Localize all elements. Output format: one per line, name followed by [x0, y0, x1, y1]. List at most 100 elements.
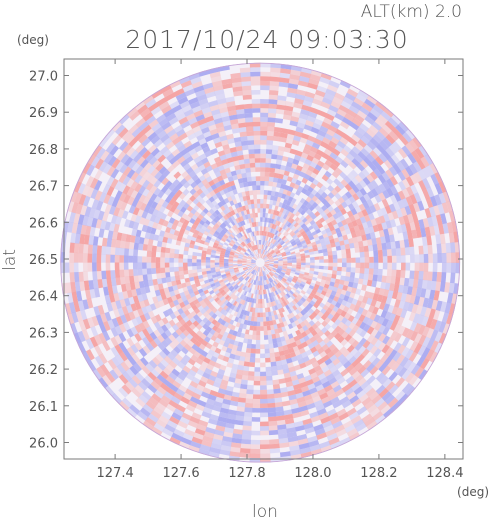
positive-cell	[147, 238, 154, 246]
negative-cell	[366, 141, 377, 151]
positive-cell	[315, 291, 321, 297]
positive-cell	[290, 375, 299, 382]
positive-cell	[346, 210, 354, 218]
negative-cell	[265, 251, 269, 256]
negative-cell	[187, 177, 195, 185]
negative-cell	[200, 391, 210, 399]
negative-cell	[145, 98, 157, 109]
negative-cell	[390, 114, 402, 125]
negative-cell	[237, 264, 243, 267]
positive-cell	[340, 208, 347, 216]
negative-cell	[224, 351, 231, 358]
positive-cell	[160, 252, 166, 258]
negative-cell	[223, 299, 229, 306]
negative-cell	[296, 122, 306, 129]
negative-cell	[290, 270, 296, 274]
positive-cell	[389, 283, 395, 292]
positive-cell	[298, 327, 305, 334]
positive-cell	[296, 266, 301, 270]
negative-cell	[263, 275, 265, 281]
negative-cell	[192, 141, 201, 149]
positive-cell	[258, 276, 260, 281]
negative-cell	[241, 314, 247, 320]
negative-cell	[382, 180, 391, 191]
negative-cell	[332, 420, 343, 429]
positive-cell	[263, 199, 267, 204]
negative-cell	[232, 263, 238, 266]
positive-cell	[305, 265, 311, 268]
positive-cell	[272, 383, 281, 390]
positive-cell	[267, 231, 271, 237]
positive-cell	[396, 354, 406, 365]
negative-cell	[440, 213, 447, 225]
negative-cell	[249, 253, 254, 257]
negative-cell	[235, 279, 240, 284]
negative-cell	[243, 319, 248, 325]
positive-cell	[198, 343, 206, 351]
positive-cell	[319, 217, 326, 224]
negative-cell	[263, 255, 267, 260]
positive-cell	[308, 78, 320, 86]
positive-cell	[359, 301, 367, 309]
negative-cell	[380, 236, 386, 244]
negative-cell	[307, 287, 313, 293]
negative-cell	[363, 131, 373, 142]
negative-cell	[150, 227, 157, 235]
negative-cell	[166, 221, 174, 229]
positive-cell	[268, 272, 273, 277]
positive-cell	[293, 291, 300, 297]
negative-cell	[171, 368, 181, 377]
negative-cell	[353, 418, 365, 429]
negative-cell	[197, 222, 204, 229]
positive-cell	[429, 162, 439, 175]
positive-cell	[405, 329, 414, 340]
positive-cell	[209, 389, 219, 397]
positive-cell	[267, 254, 272, 258]
positive-cell	[304, 272, 310, 276]
negative-cell	[247, 316, 252, 322]
negative-cell	[251, 99, 261, 104]
positive-cell	[67, 200, 75, 213]
negative-cell	[388, 313, 396, 322]
positive-cell	[212, 294, 218, 300]
positive-cell	[256, 244, 259, 250]
positive-cell	[299, 71, 311, 79]
positive-cell	[260, 71, 271, 77]
negative-cell	[254, 144, 261, 150]
negative-cell	[308, 308, 315, 315]
negative-cell	[103, 286, 110, 296]
positive-cell	[299, 381, 308, 389]
positive-cell	[222, 284, 228, 290]
negative-cell	[320, 241, 327, 247]
positive-cell	[268, 258, 274, 261]
negative-cell	[228, 190, 235, 197]
negative-cell	[363, 273, 369, 280]
positive-cell	[296, 256, 301, 259]
positive-cell	[82, 318, 91, 330]
positive-cell	[116, 232, 123, 241]
negative-cell	[234, 203, 240, 209]
negative-cell	[380, 207, 388, 216]
positive-cell	[231, 275, 237, 279]
positive-cell	[429, 318, 438, 330]
positive-cell	[374, 300, 382, 309]
negative-cell	[239, 294, 244, 300]
positive-cell	[318, 412, 329, 420]
positive-cell	[280, 251, 286, 255]
negative-cell	[304, 252, 310, 256]
negative-cell	[341, 262, 347, 268]
y-tick-label: 26.8	[29, 143, 58, 158]
negative-cell	[191, 105, 202, 114]
positive-cell	[141, 365, 151, 376]
positive-cell	[219, 383, 228, 390]
negative-cell	[192, 251, 198, 257]
negative-cell	[317, 207, 324, 215]
positive-cell	[282, 256, 288, 260]
negative-cell	[250, 302, 254, 308]
positive-cell	[248, 302, 252, 308]
negative-cell	[148, 156, 158, 166]
positive-cell	[122, 185, 131, 195]
negative-cell	[252, 407, 261, 413]
positive-cell	[317, 271, 324, 276]
negative-cell	[308, 387, 318, 395]
